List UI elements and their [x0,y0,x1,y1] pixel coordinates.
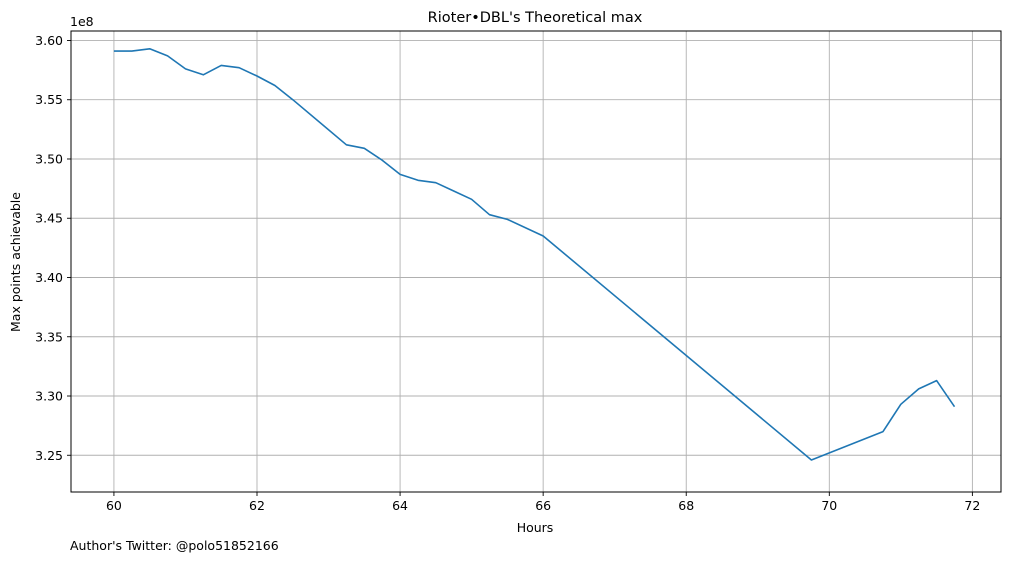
series-line [113,47,956,461]
y-tick-label: 3.35 [35,329,63,344]
x-tick-label: 62 [249,498,265,513]
author-footnote: Author's Twitter: @polo51852166 [70,538,279,553]
x-axis-label: Hours [517,520,554,535]
series-layer [113,47,956,461]
y-tick-label: 3.55 [35,92,63,107]
y-tick-label: 3.60 [35,33,63,48]
y-tick-label: 3.45 [35,211,63,226]
x-tick-label: 66 [535,498,551,513]
y-tick-label: 3.40 [35,270,63,285]
x-tick-label: 70 [821,498,837,513]
y-tick-label: 3.30 [35,389,63,404]
plot-area-frame [70,30,1002,493]
y-tick-label: 3.50 [35,151,63,166]
x-tick-label: 60 [106,498,122,513]
x-axis: 60 62 64 66 68 70 72 [106,492,980,513]
y-axis-label: Max points achievable [8,192,23,332]
x-tick-label: 64 [392,498,408,513]
x-tick-label: 72 [964,498,980,513]
y-axis: 3.25 3.30 3.35 3.40 3.45 3.50 3.55 3.60 [35,33,71,463]
y-offset-label: 1e8 [70,14,94,29]
grid-lines [71,31,1001,492]
y-tick-label: 3.25 [35,448,63,463]
x-tick-label: 68 [678,498,694,513]
chart-title: Rioter•DBL's Theoretical max [428,10,643,26]
